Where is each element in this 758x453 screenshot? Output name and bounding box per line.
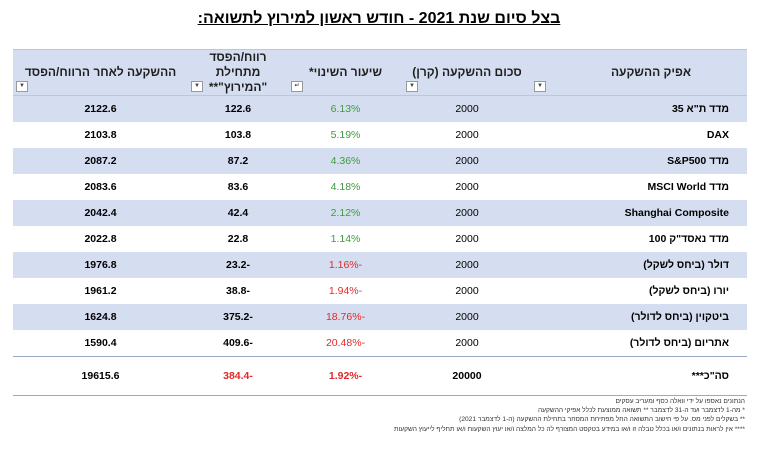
row-after-investment: 2103.8 <box>84 129 117 141</box>
row-principal: 2000 <box>455 233 479 245</box>
table-row: דולר (ביחס לשקל) 2000 -1.16% -23.2 1976.8 <box>13 252 747 278</box>
row-change-rate: 4.18% <box>330 181 361 193</box>
row-investment-name: מדד נאסד"ק 100 <box>648 233 729 245</box>
row-profit-loss: 87.2 <box>188 148 288 174</box>
row-change-rate: 2.12% <box>288 200 403 226</box>
total-pnl: -384.4 <box>188 356 288 396</box>
row-change-rate: 1.14% <box>330 233 361 245</box>
table-header-row: אפיק ההשקעה ▼ סכום ההשקעה (קרן) ▼ שיעור הש… <box>13 49 747 96</box>
header-investment-channel: אפיק ההשקעה ▼ <box>531 49 747 96</box>
row-change-rate: -1.16% <box>288 252 403 278</box>
total-row: סה"כ*** 20000 -1.92% -384.4 19615.6 <box>13 356 747 396</box>
total-label: סה"כ*** <box>531 356 747 396</box>
filter-dropdown-icon[interactable]: ▼ <box>191 81 203 92</box>
table-row: DAX 2000 5.19% 103.8 2103.8 <box>13 122 747 148</box>
row-after-investment: 1961.2 <box>84 285 117 297</box>
footnotes: הנתונים נאספו על ידי וואלה כסף ומעריב עס… <box>11 397 745 434</box>
row-after-investment: 1976.8 <box>13 252 188 278</box>
row-principal: 2000 <box>403 304 531 330</box>
row-profit-loss: 122.6 <box>188 95 288 122</box>
investment-table: אפיק ההשקעה ▼ סכום ההשקעה (קרן) ▼ שיעור הש… <box>13 49 747 396</box>
row-profit-loss: 22.8 <box>227 233 249 245</box>
row-investment-name: Shanghai Composite <box>531 200 747 226</box>
row-principal: 2000 <box>455 285 479 297</box>
row-investment-name: אתריום (ביחס לדולר) <box>629 337 729 349</box>
page-title: בצל סיום שנת 2021 - חודש ראשון למירוץ לת… <box>197 10 561 27</box>
row-principal: 2000 <box>455 181 479 193</box>
row-change-rate: 6.13% <box>288 95 403 122</box>
table-row: מדד נאסד"ק 100 2000 1.14% 22.8 2022.8 <box>13 226 747 252</box>
table-row: מדד S&P500 2000 4.36% 87.2 2087.2 <box>13 148 747 174</box>
footnote-line: * מה-1 לדצמבר ועד ה-31 לדצמבר ** תשואה מ… <box>537 407 745 415</box>
table-row: אתריום (ביחס לדולר) 2000 -20.48% -409.6 1590… <box>13 330 747 357</box>
total-after: 19615.6 <box>13 356 188 396</box>
table-row: מדד ת"א 35 2000 6.13% 122.6 2122.6 <box>13 95 747 122</box>
footnote-line: הנתונים נאספו על ידי וואלה כסף ומעריב עס… <box>615 398 745 405</box>
row-profit-loss: 103.8 <box>224 129 252 141</box>
row-change-rate: 4.36% <box>288 148 403 174</box>
row-change-rate: -20.48% <box>325 337 366 349</box>
header-principal: סכום ההשקעה (קרן) ▼ <box>403 49 531 96</box>
row-investment-name: מדד MSCI World <box>647 181 730 193</box>
row-after-investment: 2042.4 <box>13 200 188 226</box>
row-after-investment: 1590.4 <box>84 337 117 349</box>
row-after-investment: 1624.8 <box>13 304 188 330</box>
row-after-investment: 2083.6 <box>84 181 117 193</box>
filter-dropdown-icon[interactable]: ▼ <box>406 81 418 92</box>
filter-dropdown-icon[interactable]: ▼ <box>16 81 28 92</box>
total-change: -1.92% <box>288 356 403 396</box>
row-principal: 2000 <box>403 148 531 174</box>
row-profit-loss: -375.2 <box>188 304 288 330</box>
row-after-investment: 2087.2 <box>13 148 188 174</box>
row-principal: 2000 <box>403 95 531 122</box>
row-change-rate: -18.76% <box>288 304 403 330</box>
sort-dropdown-icon[interactable]: ↵ <box>291 81 303 92</box>
header-change-rate: שיעור השינוי* ↵ <box>288 49 403 96</box>
row-profit-loss: -38.8 <box>226 285 250 297</box>
table-row: ביטקוין (ביחס לדולר) 2000 -18.76% -375.2 162… <box>13 304 747 330</box>
total-principal: 20000 <box>403 356 531 396</box>
row-profit-loss: 42.4 <box>188 200 288 226</box>
header-profit-loss: רווח/הפסד מתחילת "המירוץ"** ▼ <box>188 49 288 96</box>
row-change-rate: -1.94% <box>328 285 363 297</box>
table-row: מדד MSCI World 2000 4.18% 83.6 2083.6 <box>13 174 747 200</box>
row-principal: 2000 <box>455 129 479 141</box>
row-principal: 2000 <box>455 337 479 349</box>
row-profit-loss: -23.2 <box>188 252 288 278</box>
row-change-rate: 5.19% <box>330 129 361 141</box>
row-investment-name: יורו (ביחס לשקל) <box>649 285 729 297</box>
header-after-investment: ההשקעה לאחר הרווח/הפסד ▼ <box>13 49 188 96</box>
row-after-investment: 2022.8 <box>84 233 117 245</box>
row-profit-loss: 83.6 <box>227 181 249 193</box>
row-investment-name: DAX <box>706 129 729 141</box>
footnote-line: **** אין לראות בנתונים ו/או בכלל טבלה זו… <box>393 425 745 433</box>
row-investment-name: ביטקוין (ביחס לדולר) <box>531 304 747 330</box>
row-investment-name: מדד ת"א 35 <box>531 95 747 122</box>
table-row: יורו (ביחס לשקל) 2000 -1.94% -38.8 1961.2 <box>13 278 747 304</box>
table-row: Shanghai Composite 2000 2.12% 42.4 2042.4 <box>13 200 747 226</box>
filter-dropdown-icon[interactable]: ▼ <box>534 81 546 92</box>
row-after-investment: 2122.6 <box>13 95 188 122</box>
row-principal: 2000 <box>403 200 531 226</box>
row-investment-name: מדד S&P500 <box>531 148 747 174</box>
row-profit-loss: -409.6 <box>223 337 253 349</box>
row-investment-name: דולר (ביחס לשקל) <box>531 252 747 278</box>
footnote-line: ** בשקלים לפני מס. על פי חישוב התשואה הח… <box>459 416 745 424</box>
row-principal: 2000 <box>403 252 531 278</box>
